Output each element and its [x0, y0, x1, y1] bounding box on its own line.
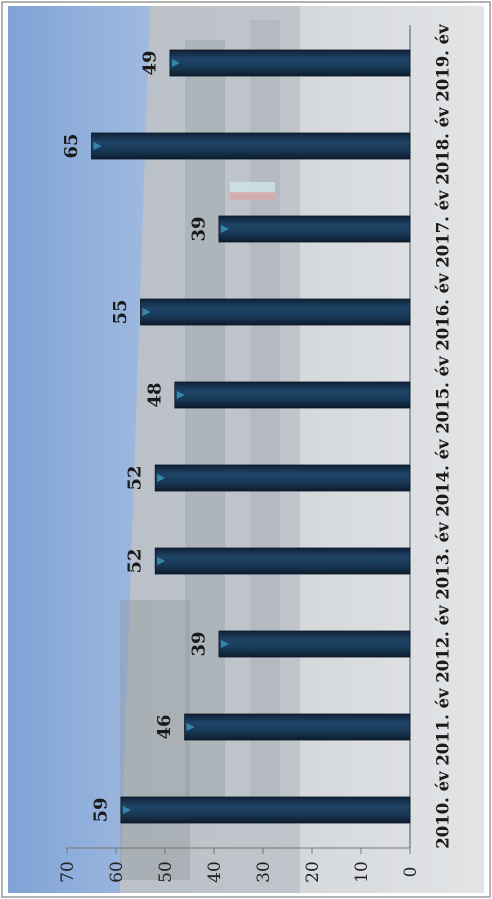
bar	[91, 132, 411, 160]
axes	[66, 25, 411, 854]
labels: 0 10 20 30 40 50 60 70 59 2010. év 46 2011. év 39 201…	[58, 24, 453, 883]
y-tick-label: 40	[205, 861, 225, 883]
bar-highlight	[157, 474, 166, 482]
category-label: 2013. év	[434, 522, 453, 600]
bar-highlight	[157, 557, 166, 565]
category-label: 2018. év	[434, 107, 453, 185]
bar	[184, 713, 411, 741]
category-label: 2019. év	[434, 24, 453, 102]
category-label: 2015. év	[434, 356, 453, 434]
y-tick-label: 10	[352, 861, 372, 883]
y-tick-label: 30	[254, 861, 274, 883]
bar-highlight	[220, 640, 229, 648]
bar-value-label: 59	[90, 797, 111, 822]
bar	[218, 215, 411, 243]
bar	[218, 630, 411, 658]
bar-value-label: 39	[188, 216, 209, 241]
y-tick-label: 0	[401, 867, 421, 878]
bar-highlight	[186, 723, 195, 731]
bar-highlight	[176, 391, 185, 399]
bar	[174, 381, 411, 409]
bar-highlight	[171, 59, 180, 67]
y-tick-label: 60	[107, 861, 127, 883]
bar	[140, 298, 411, 326]
bar-highlight	[93, 142, 102, 150]
bar-highlight	[142, 308, 151, 316]
bar	[120, 796, 411, 824]
category-label: 2016. év	[434, 273, 453, 351]
bar-highlight	[122, 806, 131, 814]
bar-value-label: 65	[61, 133, 82, 158]
bar	[154, 464, 411, 492]
bar	[154, 547, 411, 575]
category-label: 2014. év	[434, 439, 453, 517]
bar-value-label: 52	[125, 548, 146, 573]
bar-value-label: 49	[139, 50, 160, 75]
category-label: 2017. év	[434, 190, 453, 268]
category-label: 2012. év	[434, 605, 453, 683]
bar-value-label: 46	[154, 714, 175, 739]
y-tick-label: 20	[303, 861, 323, 883]
bar-value-label: 52	[125, 465, 146, 490]
category-label: 2010. év	[434, 771, 453, 849]
category-label: 2011. év	[434, 688, 453, 766]
bar-value-label: 48	[144, 382, 165, 407]
bar-value-label: 55	[110, 299, 131, 324]
bars	[91, 49, 411, 824]
y-tick-label: 50	[156, 861, 176, 883]
bar	[169, 49, 411, 77]
bar-value-label: 39	[188, 631, 209, 656]
bar-highlight	[220, 225, 229, 233]
y-tick-label: 70	[58, 861, 78, 883]
